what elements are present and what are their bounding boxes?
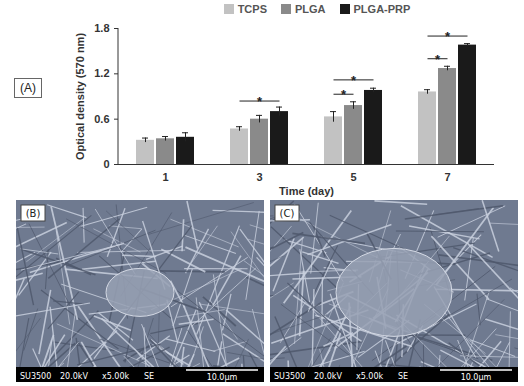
svg-text:x5.00k: x5.00k [356, 372, 384, 381]
svg-text:3: 3 [256, 171, 262, 183]
svg-text:(B): (B) [26, 208, 41, 219]
html-text:(A): (A) [20, 81, 36, 95]
svg-text:10.0μm: 10.0μm [207, 373, 238, 382]
svg-text:Optical density (570 nm): Optical density (570 nm) [74, 33, 86, 160]
svg-text:1.2: 1.2 [94, 67, 109, 79]
svg-text:5: 5 [350, 171, 356, 183]
svg-text:*: * [445, 29, 451, 44]
svg-text:SU3500: SU3500 [20, 372, 51, 381]
svg-text:SE: SE [398, 372, 408, 381]
html-text:PLGA-PRP: PLGA-PRP [353, 3, 411, 15]
svg-text:SU3500: SU3500 [274, 372, 305, 381]
svg-text:*: * [341, 87, 347, 102]
svg-text:1.8: 1.8 [94, 22, 109, 34]
html-text:PLGA: PLGA [295, 3, 326, 15]
svg-text:x5.00k: x5.00k [102, 372, 130, 381]
svg-text:7: 7 [444, 171, 450, 183]
svg-text:*: * [351, 73, 357, 88]
svg-text:*: * [435, 52, 441, 67]
svg-text:10.0μm: 10.0μm [461, 373, 492, 382]
svg-text:*: * [257, 94, 263, 109]
svg-text:20.0kV: 20.0kV [314, 372, 342, 381]
svg-text:20.0kV: 20.0kV [60, 372, 88, 381]
html-text:TCPS: TCPS [237, 3, 267, 15]
svg-text:0: 0 [103, 158, 109, 170]
svg-text:SE: SE [144, 372, 154, 381]
svg-text:0.6: 0.6 [94, 113, 109, 125]
svg-text:(C): (C) [280, 208, 295, 219]
svg-text:Time (day): Time (day) [279, 185, 334, 197]
svg-text:1: 1 [162, 171, 168, 183]
